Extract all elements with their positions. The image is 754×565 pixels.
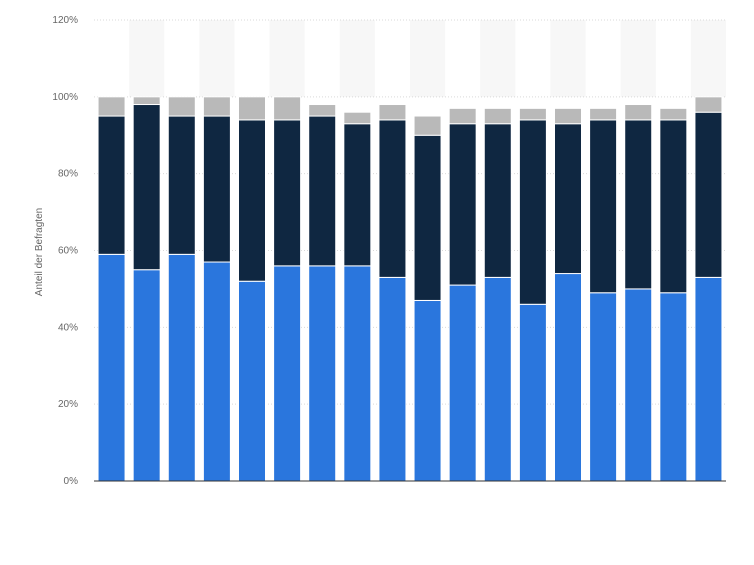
bar-segment-series-2 (483, 123, 512, 278)
bar-segment-series-2 (273, 119, 302, 267)
bar-segment-series-2 (202, 115, 231, 263)
bar-segment-series-3 (589, 107, 618, 121)
bar-segment-series-1 (167, 253, 196, 482)
bar-segment-series-2 (308, 115, 337, 267)
bar-segment-series-3 (273, 96, 302, 121)
bar-segment-series-2 (624, 119, 653, 290)
bar-segment-series-2 (343, 123, 372, 267)
bar-segment-series-1 (589, 292, 618, 482)
bar-segment-series-3 (483, 107, 512, 125)
bar-segment-series-2 (132, 104, 161, 271)
bar-segment-series-1 (554, 273, 582, 482)
y-axis-title: Anteil der Befragten (34, 208, 45, 296)
bar-segment-series-2 (554, 123, 582, 275)
column-band (480, 20, 516, 97)
y-tick-label: 120% (52, 15, 78, 26)
y-tick-label: 40% (58, 322, 78, 333)
bar-segment-series-2 (659, 119, 688, 294)
bar-segment-series-2 (97, 115, 126, 255)
bar-segment-series-1 (378, 276, 407, 482)
column-band (339, 20, 375, 97)
bar-segment-series-2 (518, 119, 547, 305)
bar-segment-series-1 (273, 265, 302, 482)
bar-segment-series-1 (308, 265, 337, 482)
bar-segment-series-1 (659, 292, 688, 482)
gridlines (94, 19, 726, 405)
bar-segment-series-1 (97, 253, 126, 482)
column-band (129, 20, 165, 97)
bar-segment-series-3 (624, 104, 653, 121)
bar-segment-series-1 (694, 276, 723, 482)
bar-segment-series-3 (97, 96, 126, 117)
bar-segment-series-3 (413, 115, 442, 136)
bars (97, 96, 723, 482)
bar-segment-series-1 (624, 288, 653, 482)
bar-segment-series-3 (343, 111, 372, 125)
bar-segment-series-1 (413, 299, 442, 482)
bar-segment-series-2 (589, 119, 618, 294)
alternating-column-bands (129, 20, 726, 97)
y-tick-label: 100% (52, 92, 78, 103)
y-tick-label: 60% (58, 246, 78, 257)
bar-segment-series-2 (694, 111, 723, 278)
bar-segment-series-3 (167, 96, 196, 117)
bar-segment-series-3 (659, 107, 688, 121)
bar-segment-series-2 (238, 119, 266, 282)
bar-segment-series-3 (238, 96, 266, 121)
bar-segment-series-2 (378, 119, 407, 278)
column-band (410, 20, 446, 97)
bar-segment-series-1 (448, 284, 477, 482)
bar-segment-series-1 (132, 269, 161, 482)
bar-segment-series-1 (518, 303, 547, 482)
bar-segment-series-2 (413, 134, 442, 301)
bar-segment-series-3 (378, 104, 407, 121)
bar-segment-series-3 (554, 107, 582, 125)
bar-segment-series-1 (343, 265, 372, 482)
bar-segment-series-3 (694, 96, 723, 113)
bar-segment-series-3 (308, 104, 337, 117)
bar-segment-series-3 (202, 96, 231, 117)
bar-segment-series-1 (238, 280, 266, 482)
bar-segment-series-2 (448, 123, 477, 286)
bar-segment-series-1 (483, 276, 512, 482)
bar-segment-series-1 (202, 261, 231, 482)
bar-segment-series-3 (448, 107, 477, 125)
y-tick-label: 80% (58, 169, 78, 180)
column-band (690, 20, 726, 97)
y-tick-label: 20% (58, 399, 78, 410)
column-band (620, 20, 656, 97)
bar-segment-series-2 (167, 115, 196, 255)
y-tick-label: 0% (64, 476, 79, 487)
y-axis-tick-labels: 0% 20% 40% 60% 80% 100% 120% (52, 15, 78, 487)
bar-segment-series-3 (518, 107, 547, 121)
column-band (550, 20, 586, 97)
column-band (269, 20, 305, 97)
column-band (199, 20, 235, 97)
bar-segment-series-3 (132, 96, 161, 106)
